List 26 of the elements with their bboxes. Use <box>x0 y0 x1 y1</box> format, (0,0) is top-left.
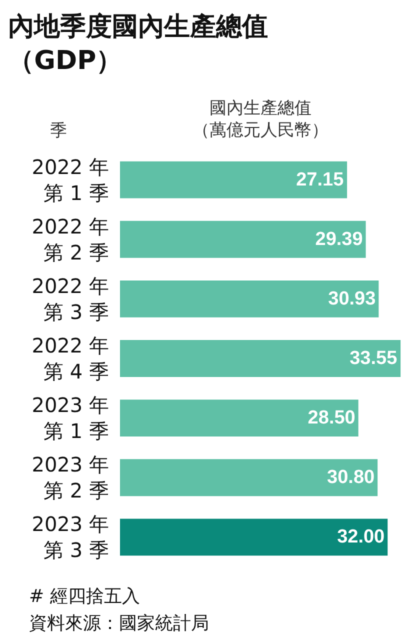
y-tick-label: 2022 年第 1 季 <box>32 154 109 205</box>
data-label: 28.50 <box>308 408 356 429</box>
bar <box>120 459 378 496</box>
chart-title: 內地季度國內生產總值（GDP） <box>8 12 268 76</box>
source-note: 資料來源：國家統計局 <box>29 613 209 634</box>
y-tick-label: 2022 年第 4 季 <box>32 334 109 384</box>
y-tick-label: 2023 年第 1 季 <box>32 393 109 444</box>
data-label: 29.39 <box>315 228 363 250</box>
data-label: 32.00 <box>337 526 385 548</box>
bar <box>120 518 388 556</box>
y-axis-title: 季 <box>50 121 67 141</box>
data-label: 30.80 <box>327 467 375 488</box>
y-tick-label: 2023 年第 3 季 <box>32 512 109 562</box>
bar <box>120 280 379 318</box>
y-tick-label: 2023 年第 2 季 <box>32 452 109 503</box>
x-axis-title: 國內生產總值（萬億元人民幣） <box>192 98 328 141</box>
y-tick-label: 2022 年第 2 季 <box>32 214 109 264</box>
y-tick-label: 2022 年第 3 季 <box>32 274 109 324</box>
bar <box>120 400 358 437</box>
data-label: 27.15 <box>296 169 344 190</box>
data-label: 30.93 <box>328 288 376 310</box>
text: # 經四捨五入 <box>29 586 140 607</box>
bar <box>120 340 401 377</box>
bar <box>120 220 366 258</box>
bar <box>120 161 348 198</box>
data-label: 33.55 <box>350 348 398 369</box>
